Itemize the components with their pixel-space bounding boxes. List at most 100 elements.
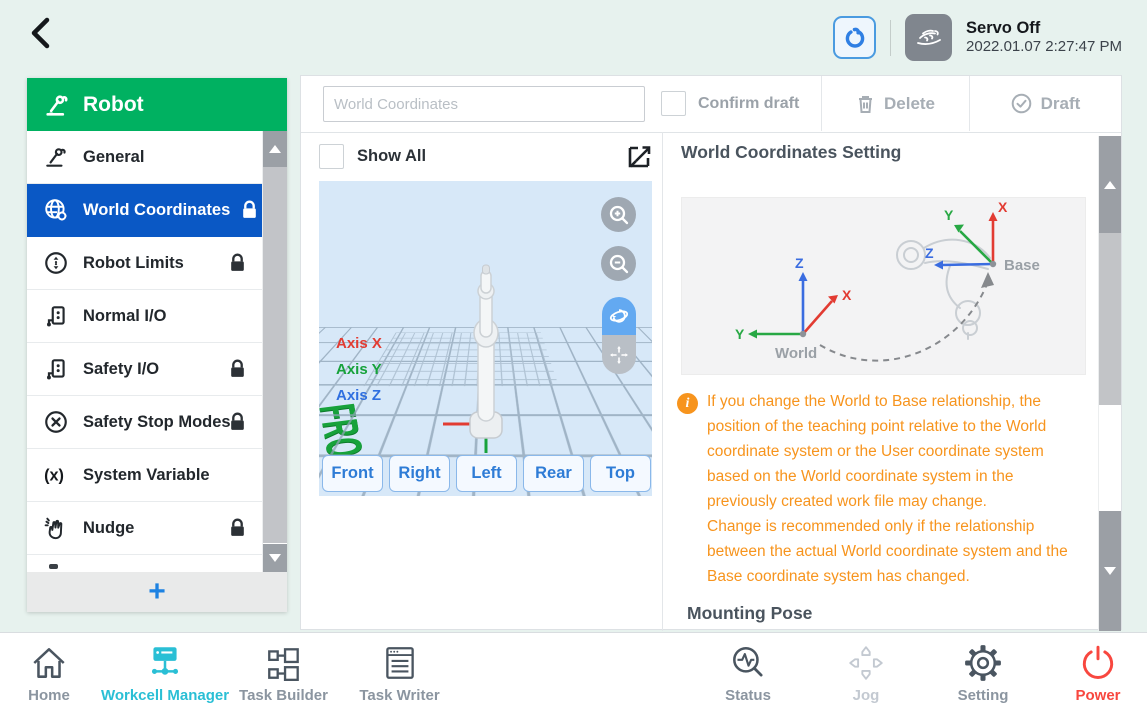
confirm-draft-checkbox[interactable] xyxy=(661,91,686,116)
fullscreen-button[interactable] xyxy=(626,142,654,170)
system-variable-icon: (x) xyxy=(43,462,69,488)
robot-arm-icon xyxy=(43,91,71,119)
sidebar-item-safety-stop-modes[interactable]: Safety Stop Modes xyxy=(27,396,287,449)
status-icon xyxy=(728,643,768,683)
sidebar-item-system-variable[interactable]: (x) System Variable xyxy=(27,449,287,502)
arrow-down-icon xyxy=(269,554,281,562)
timestamp: 2022.01.07 2:27:47 PM xyxy=(966,38,1122,57)
sidebar-item-robot-limits[interactable]: Robot Limits xyxy=(27,237,287,290)
back-button[interactable] xyxy=(20,12,60,56)
draft-button[interactable]: Draft xyxy=(970,76,1121,131)
arrow-up-icon xyxy=(1104,181,1116,189)
sidebar-item-label: General xyxy=(83,148,144,167)
scroll-down-button[interactable] xyxy=(263,544,287,572)
home-icon xyxy=(29,643,69,683)
task-builder-icon xyxy=(264,643,304,683)
confirm-draft-control[interactable]: Confirm draft xyxy=(661,91,799,116)
axis-z-label: Axis Z xyxy=(336,387,381,404)
settings-title: World Coordinates Setting xyxy=(681,142,901,163)
sidebar-item-label: Nudge xyxy=(83,519,134,538)
header-status-cluster: Servo Off 2022.01.07 2:27:47 PM xyxy=(833,10,1122,65)
sidebar-item-nudge[interactable]: Nudge xyxy=(27,502,287,555)
rotate-mode-button[interactable] xyxy=(602,297,636,335)
nav-workcell-manager[interactable]: Workcell Manager xyxy=(98,643,232,704)
arrow-down-icon xyxy=(1104,567,1116,575)
gripper-icon xyxy=(842,25,868,51)
gear-icon xyxy=(963,643,1003,683)
base-y-label: Y xyxy=(944,207,954,223)
nav-label: Setting xyxy=(958,687,1009,704)
world-origin-label: World xyxy=(775,345,817,362)
pan-mode-button[interactable] xyxy=(602,335,636,374)
3d-viewport[interactable]: FRONT Axis X Axis Y Axis Z xyxy=(319,181,652,496)
sidebar-item-world-coordinates[interactable]: World Coordinates xyxy=(27,184,287,237)
view-right-button[interactable]: Right xyxy=(389,455,450,492)
scrollbar-thumb[interactable] xyxy=(263,167,287,543)
stop-circle-icon xyxy=(43,409,69,435)
nav-power[interactable]: Power xyxy=(1062,643,1134,704)
nav-jog[interactable]: Jog xyxy=(832,643,900,704)
view-front-button[interactable]: Front xyxy=(322,455,383,492)
nav-home[interactable]: Home xyxy=(10,643,88,704)
show-all-control[interactable]: Show All xyxy=(319,144,426,169)
sidebar-title: Robot xyxy=(83,93,144,117)
view-rear-button[interactable]: Rear xyxy=(523,455,584,492)
panel-scrollbar[interactable] xyxy=(1098,136,1121,631)
nav-label: Home xyxy=(28,687,70,704)
toolbar: Confirm draft Delete Draft xyxy=(301,76,1121,133)
hand-guide-tile[interactable] xyxy=(905,14,952,61)
delete-label: Delete xyxy=(884,94,935,114)
nav-task-writer[interactable]: Task Writer xyxy=(352,643,447,704)
info-paragraph-2: Change is recommended only if the relati… xyxy=(707,514,1081,589)
pan-move-icon xyxy=(608,344,630,366)
show-all-checkbox[interactable] xyxy=(319,144,344,169)
nav-setting[interactable]: Setting xyxy=(944,643,1022,704)
lock-icon xyxy=(228,412,247,437)
sidebar-scrollbar[interactable] xyxy=(262,131,287,572)
sidebar-item-partial xyxy=(27,555,287,572)
nav-status[interactable]: Status xyxy=(708,643,788,704)
back-chevron-icon xyxy=(26,15,56,51)
nav-label: Jog xyxy=(853,687,880,704)
axis-y-label: Axis Y xyxy=(336,361,382,378)
sidebar-item-label: Robot Limits xyxy=(83,254,184,273)
base-origin-label: Base xyxy=(1004,257,1040,274)
delete-button[interactable]: Delete xyxy=(822,76,969,131)
nav-task-builder[interactable]: Task Builder xyxy=(236,643,331,704)
name-input[interactable] xyxy=(323,86,645,122)
sidebar-item-normal-io[interactable]: Normal I/O xyxy=(27,290,287,343)
zoom-out-button[interactable] xyxy=(601,246,636,281)
partial-icon-fragment xyxy=(49,564,58,569)
check-circle-icon xyxy=(1011,93,1032,114)
robot-connection-button[interactable] xyxy=(833,16,876,59)
io-port-icon xyxy=(43,356,69,382)
world-z-label: Z xyxy=(795,255,804,271)
sidebar-item-safety-io[interactable]: Safety I/O xyxy=(27,343,287,396)
scrollbar-thumb[interactable] xyxy=(1099,233,1121,405)
trash-icon xyxy=(856,94,875,114)
sidebar-item-general[interactable]: General xyxy=(27,131,287,184)
sidebar-header: Robot xyxy=(27,78,287,131)
base-x-label: X xyxy=(998,199,1008,215)
info-icon: i xyxy=(677,393,698,414)
sidebar-item-label: Safety I/O xyxy=(83,360,159,379)
power-icon xyxy=(1078,643,1118,683)
world-base-diagram: Z X Y World X Y Z Base xyxy=(681,197,1086,375)
nudge-hand-icon xyxy=(43,515,69,541)
column-divider xyxy=(662,132,663,631)
scroll-up-button[interactable] xyxy=(1099,136,1121,233)
zoom-out-icon xyxy=(608,253,630,275)
lock-icon xyxy=(228,253,247,278)
scroll-up-button[interactable] xyxy=(263,131,287,167)
main-panel: Confirm draft Delete Draft xyxy=(300,75,1122,630)
servo-status-block: Servo Off 2022.01.07 2:27:47 PM xyxy=(966,18,1122,57)
add-item-button[interactable]: + xyxy=(27,572,287,612)
sidebar-item-label: World Coordinates xyxy=(83,201,230,220)
sidebar-item-label: Normal I/O xyxy=(83,307,166,326)
view-top-button[interactable]: Top xyxy=(590,455,651,492)
view-left-button[interactable]: Left xyxy=(456,455,517,492)
zoom-in-button[interactable] xyxy=(601,197,636,232)
scroll-down-button[interactable] xyxy=(1099,511,1121,631)
nav-label: Task Builder xyxy=(239,687,328,704)
mounting-pose-title: Mounting Pose xyxy=(687,603,812,624)
